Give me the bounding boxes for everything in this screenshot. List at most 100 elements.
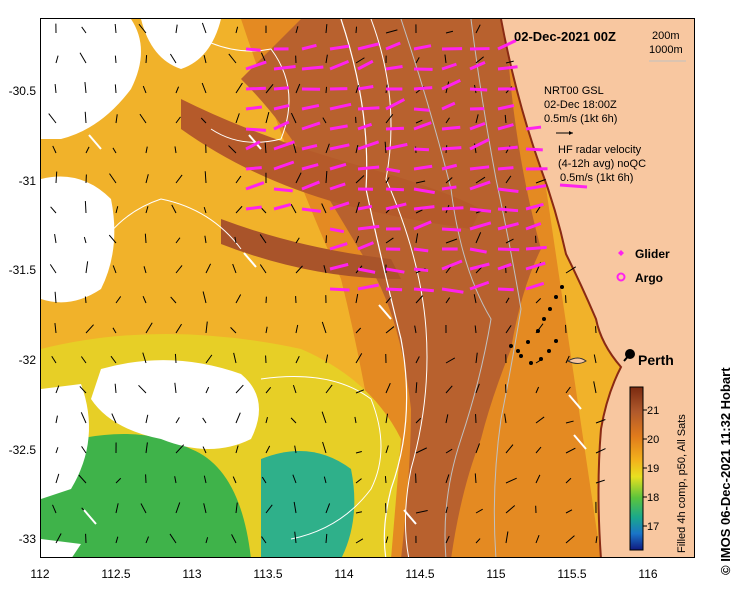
current-vector (595, 448, 606, 454)
hf-radar-vector (329, 287, 350, 292)
hf-radar-vector (441, 146, 462, 151)
glider-position (554, 339, 558, 343)
hf-radar-vector (469, 87, 488, 92)
glider-legend-label: Glider (635, 247, 670, 261)
current-vector (228, 53, 237, 64)
current-vector (54, 233, 57, 244)
hf-radar-vector (525, 147, 543, 152)
current-vector (385, 413, 389, 424)
x-tick-label: 112 (30, 567, 50, 581)
current-vector (384, 476, 387, 484)
current-vector (290, 417, 297, 424)
hf-radar-vector (525, 245, 547, 251)
current-vector (475, 508, 483, 514)
nrt-legend-line2: 02-Dec 18:00Z (544, 99, 617, 111)
current-vector (505, 505, 516, 514)
hf-legend-line3: 0.5m/s (1kt 6h) (560, 172, 633, 184)
argo-symbol (616, 272, 626, 282)
hf-radar-vector (413, 86, 433, 91)
current-vector (138, 23, 147, 34)
current-vector (144, 233, 147, 244)
current-vector (415, 356, 420, 364)
hf-radar-vector (301, 163, 319, 171)
current-vector (355, 451, 362, 454)
hf-radar-vector (357, 165, 380, 171)
current-vector (290, 112, 297, 124)
current-vector (415, 233, 419, 244)
current-vector (54, 322, 57, 334)
hf-radar-vector (441, 101, 456, 111)
current-vector (475, 352, 478, 364)
current-vector (235, 294, 242, 304)
current-vector (138, 384, 147, 394)
current-vector (415, 119, 423, 124)
current-vector (415, 209, 423, 214)
y-tick-label: -30.5 (8, 84, 36, 98)
y-tick-label: -31 (18, 174, 36, 188)
current-vector (565, 477, 572, 484)
current-vector (205, 386, 210, 394)
current-vector (259, 234, 267, 244)
current-vector (385, 114, 394, 124)
cloud-gap (41, 539, 81, 557)
hf-radar-vector (245, 181, 265, 191)
current-vector (505, 444, 514, 454)
hf-radar-vector (441, 62, 457, 71)
current-vector (175, 502, 181, 514)
current-vector (170, 296, 177, 304)
legend-200m: 200m (652, 30, 680, 42)
glider-position (529, 361, 533, 365)
current-vector (415, 447, 427, 454)
current-vector (205, 321, 208, 334)
hf-radar-vector (413, 267, 429, 273)
hf-radar-vector (413, 44, 432, 51)
contour-offshore (170, 19, 290, 143)
hf-radar-vector (469, 121, 486, 131)
sst-eddy-filament (221, 219, 401, 279)
current-vector (55, 473, 60, 484)
glider-symbol (618, 250, 624, 256)
hf-radar-vector (273, 160, 295, 171)
current-vector (261, 536, 267, 544)
current-vector (114, 383, 117, 394)
strong-current-vector (248, 134, 262, 150)
hf-radar-vector (329, 162, 347, 171)
colorbar-tick-label: 19 (647, 463, 659, 475)
current-vector (445, 297, 451, 304)
current-vector (235, 26, 239, 34)
hf-radar-vector (357, 224, 380, 231)
current-vector (444, 54, 447, 64)
hf-radar-vector (497, 207, 519, 213)
current-vector (145, 536, 149, 544)
strong-current-vectors (83, 134, 587, 525)
current-vector (384, 141, 387, 154)
cloud-gap (41, 19, 141, 139)
current-vector (114, 23, 117, 34)
hf-radar-vector (413, 247, 429, 253)
hf-radar-vector (385, 267, 405, 274)
hf-radar-vector (245, 205, 262, 211)
current-vector (565, 266, 577, 274)
current-vector (112, 147, 117, 154)
hf-radar-vector (525, 261, 546, 271)
hf-radar-vector (469, 61, 486, 71)
map-title: 02-Dec-2021 00Z (514, 29, 616, 44)
current-vector (475, 176, 486, 184)
hf-radar-vector (469, 165, 490, 171)
strong-current-vector (403, 509, 417, 525)
current-vector (235, 412, 241, 424)
hf-radar-vector (413, 107, 430, 112)
current-vector (415, 180, 426, 184)
current-vector (593, 381, 597, 394)
hf-radar-vector (245, 86, 266, 91)
hf-radar-vector (441, 185, 457, 191)
hf-radar-vector (301, 121, 321, 131)
current-vector (355, 327, 362, 334)
current-vector (55, 533, 62, 544)
hf-radar-vector (301, 103, 320, 111)
hf-radar-vector (357, 85, 374, 91)
current-vector (175, 444, 185, 454)
hf-radar-vector (245, 166, 262, 171)
current-vector (415, 295, 424, 304)
hf-radar-vector (273, 64, 296, 71)
